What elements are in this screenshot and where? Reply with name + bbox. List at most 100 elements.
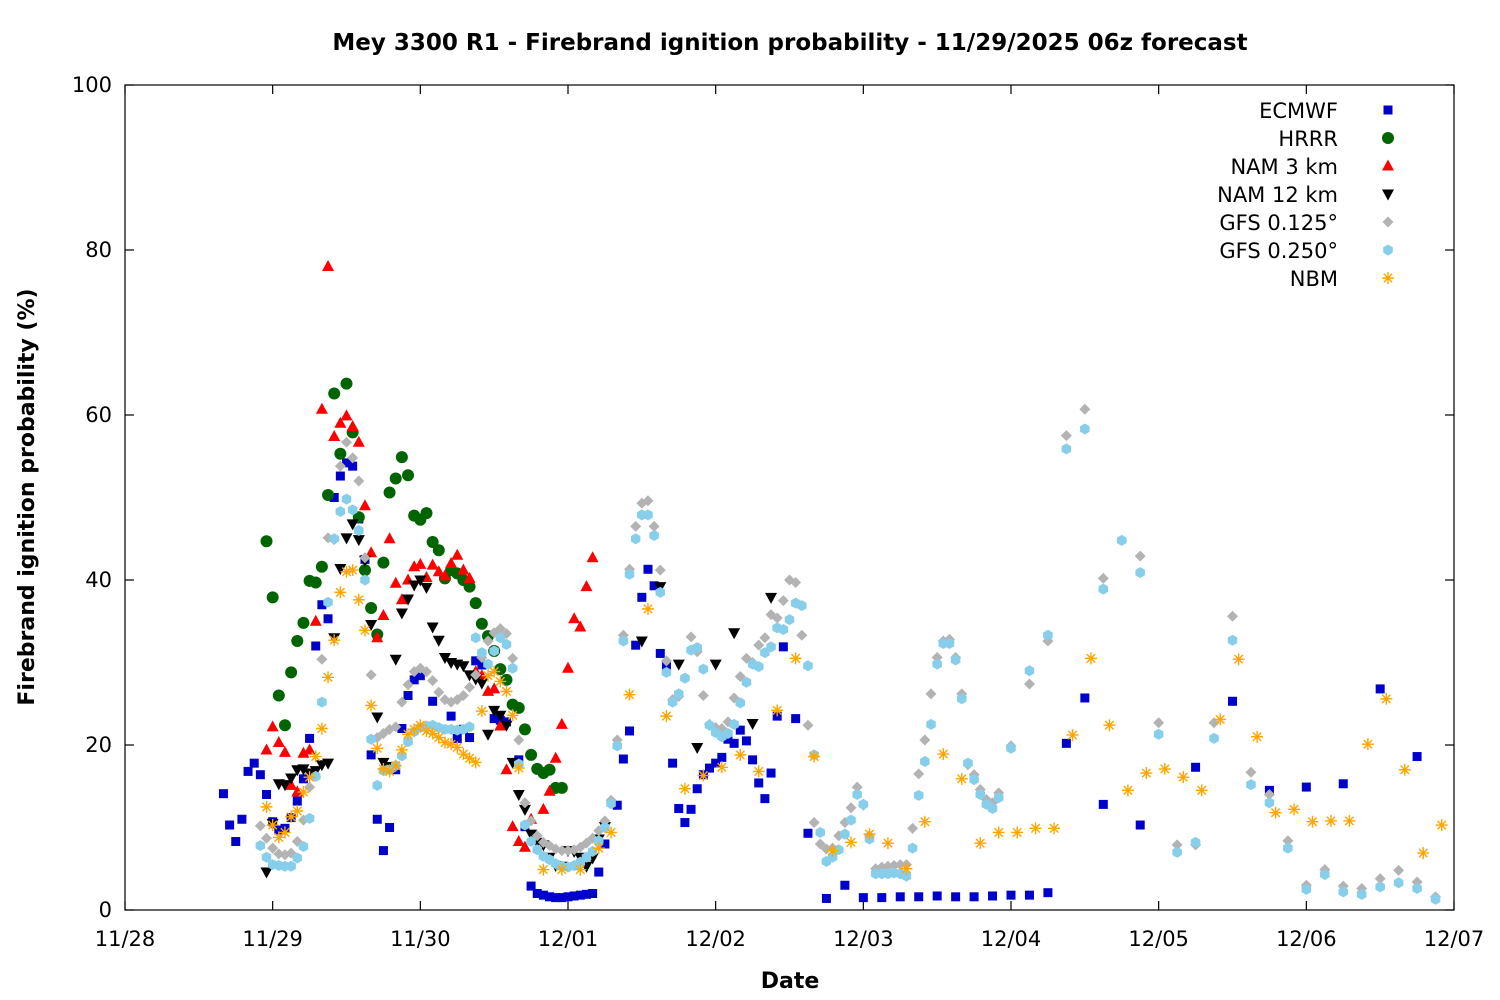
data-point bbox=[390, 721, 402, 733]
data-point bbox=[711, 758, 721, 768]
data-point bbox=[518, 804, 531, 816]
data-point bbox=[291, 785, 304, 797]
data-point bbox=[408, 723, 421, 736]
data-point bbox=[328, 429, 341, 441]
data-point bbox=[723, 727, 733, 739]
data-point bbox=[385, 823, 395, 832]
data-point bbox=[1023, 678, 1035, 690]
data-point bbox=[815, 826, 826, 838]
data-point bbox=[352, 535, 365, 547]
data-point bbox=[692, 642, 702, 654]
data-point bbox=[588, 889, 598, 898]
data-point bbox=[274, 825, 284, 835]
data-point bbox=[358, 564, 371, 577]
data-point bbox=[225, 820, 235, 830]
data-point bbox=[993, 792, 1004, 804]
data-point bbox=[1343, 814, 1356, 827]
data-point bbox=[402, 679, 414, 691]
legend-label: GFS 0.250° bbox=[1219, 239, 1338, 263]
data-point bbox=[1338, 886, 1349, 898]
data-point bbox=[260, 743, 273, 755]
data-point bbox=[315, 560, 328, 573]
data-point bbox=[360, 574, 370, 586]
data-point bbox=[395, 593, 408, 605]
data-point bbox=[358, 499, 371, 511]
data-point bbox=[778, 624, 789, 635]
data-point bbox=[1214, 713, 1227, 726]
data-point bbox=[901, 870, 912, 882]
data-point bbox=[1393, 864, 1405, 876]
x-tick-label: 12/06 bbox=[1276, 927, 1337, 951]
data-point bbox=[845, 802, 857, 814]
data-point bbox=[315, 402, 328, 414]
data-point bbox=[298, 774, 308, 784]
data-point bbox=[1375, 881, 1385, 893]
data-point bbox=[352, 593, 365, 606]
data-point bbox=[569, 891, 579, 901]
data-point bbox=[346, 420, 359, 432]
data-point bbox=[660, 710, 673, 723]
legend-marker bbox=[1383, 105, 1393, 115]
data-point bbox=[1435, 819, 1448, 832]
legend-label: NBM bbox=[1290, 267, 1338, 291]
data-point bbox=[322, 489, 335, 502]
data-point bbox=[649, 581, 659, 591]
data-point bbox=[1066, 729, 1079, 742]
data-point bbox=[342, 458, 351, 468]
data-point bbox=[403, 691, 413, 700]
data-point bbox=[692, 784, 702, 794]
data-point bbox=[845, 836, 858, 849]
series-gfs-0-125- bbox=[254, 403, 1442, 903]
data-point bbox=[777, 595, 789, 607]
data-point bbox=[432, 731, 445, 744]
data-point bbox=[285, 773, 298, 785]
data-point bbox=[292, 852, 303, 864]
x-axis-label: Date bbox=[761, 969, 820, 994]
data-point bbox=[512, 701, 525, 714]
data-point bbox=[457, 661, 470, 673]
data-point bbox=[925, 688, 937, 700]
data-point bbox=[446, 711, 456, 721]
data-point bbox=[797, 600, 807, 612]
data-point bbox=[396, 696, 408, 708]
data-point bbox=[477, 647, 487, 659]
data-points bbox=[218, 260, 1448, 905]
data-point bbox=[395, 743, 408, 756]
data-point bbox=[292, 796, 302, 806]
data-point bbox=[555, 717, 568, 729]
data-point bbox=[340, 533, 353, 545]
data-point bbox=[488, 682, 501, 694]
data-point bbox=[389, 759, 402, 772]
data-point bbox=[309, 614, 322, 626]
chart-title: Mey 3300 R1 - Firebrand ignition probabi… bbox=[332, 30, 1247, 56]
data-point bbox=[672, 659, 685, 671]
data-point bbox=[378, 846, 388, 856]
legend-label: ECMWF bbox=[1259, 99, 1338, 123]
data-point bbox=[438, 736, 451, 749]
data-point bbox=[697, 769, 710, 782]
data-point bbox=[371, 712, 384, 724]
data-point bbox=[352, 435, 365, 447]
data-point bbox=[371, 742, 384, 755]
data-point bbox=[354, 525, 364, 536]
data-point bbox=[500, 673, 513, 686]
data-point bbox=[1098, 583, 1109, 595]
data-point bbox=[1135, 567, 1145, 579]
data-point bbox=[397, 724, 407, 733]
data-point bbox=[469, 597, 482, 610]
data-point bbox=[543, 763, 556, 776]
data-point bbox=[445, 557, 458, 568]
data-point bbox=[383, 532, 396, 544]
data-point bbox=[298, 840, 309, 852]
data-point bbox=[605, 826, 618, 839]
data-point bbox=[1079, 403, 1091, 415]
data-point bbox=[1264, 797, 1275, 809]
data-point bbox=[1306, 815, 1319, 828]
x-tick-label: 12/07 bbox=[1424, 927, 1485, 951]
data-point bbox=[260, 535, 273, 548]
data-point bbox=[317, 600, 327, 610]
data-point bbox=[482, 669, 495, 682]
data-point bbox=[414, 575, 427, 587]
legend-label: NAM 12 km bbox=[1217, 183, 1338, 207]
data-point bbox=[754, 778, 764, 788]
